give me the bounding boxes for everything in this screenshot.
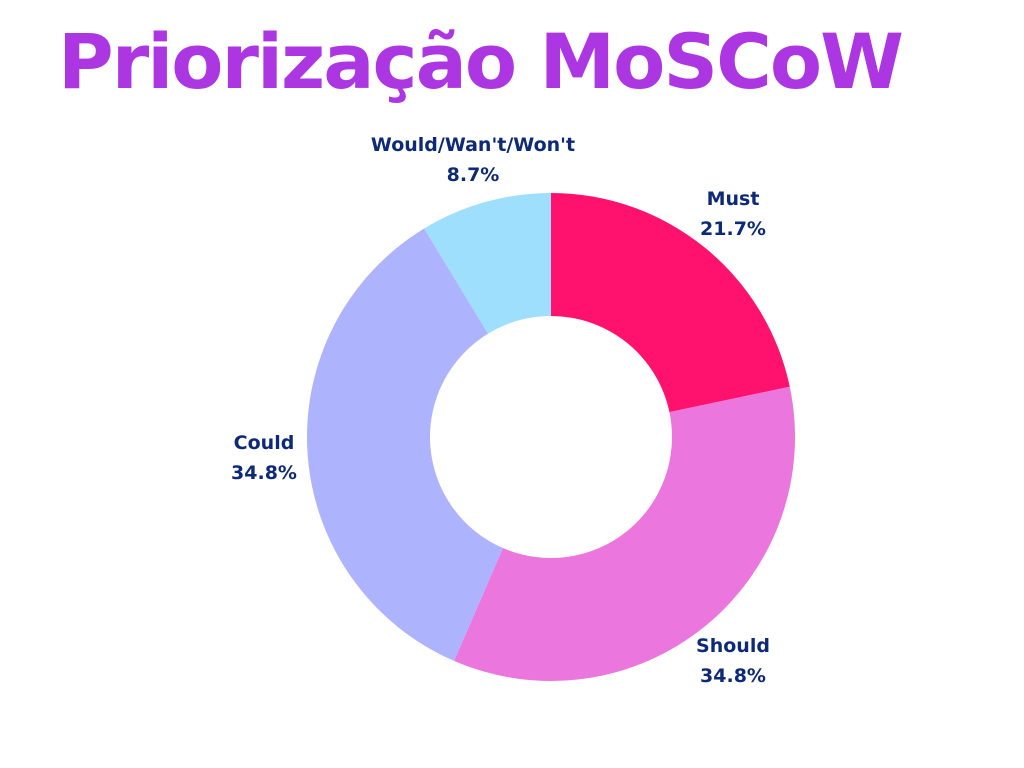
slice-value-label-should: 34.8% [700, 665, 766, 687]
donut-slice-should [454, 386, 795, 681]
slice-value-label-would-wan-t-won-t: 8.7% [447, 164, 500, 186]
donut-slice-would-wan-t-won-t [424, 193, 551, 334]
donut-slice-must [551, 193, 790, 413]
slice-label-must: Must [707, 188, 760, 210]
slice-label-should: Should [696, 635, 770, 657]
slice-value-label-must: 21.7% [700, 218, 766, 240]
donut-slice-could [307, 228, 503, 661]
slice-label-could: Could [234, 432, 295, 454]
slice-label-would-wan-t-won-t: Would/Wan't/Won't [371, 134, 575, 156]
chart-title: Priorização MoSCoW [58, 17, 904, 106]
slice-value-label-could: 34.8% [231, 462, 297, 484]
